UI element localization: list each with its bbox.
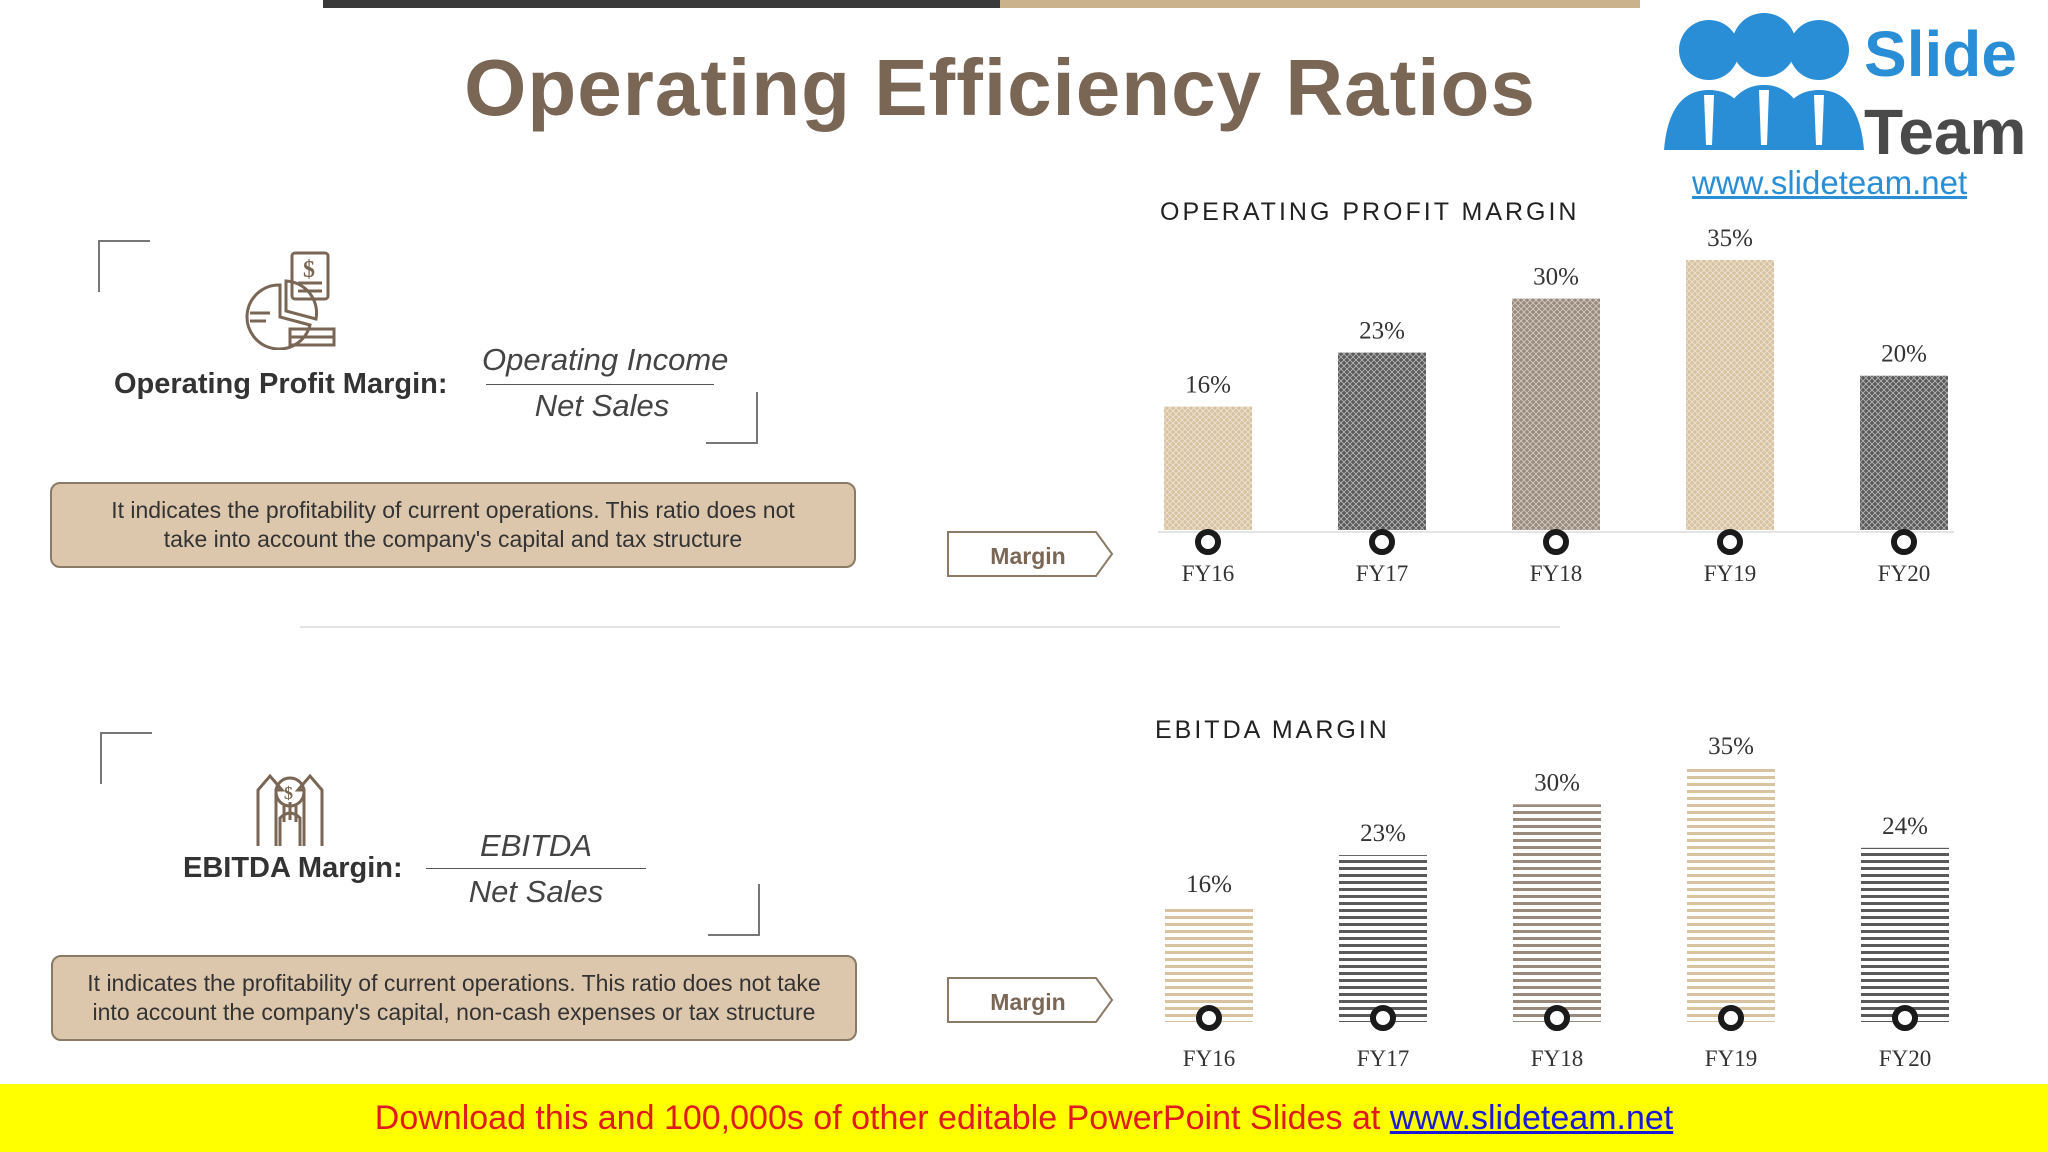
bar-fy20: [1861, 847, 1949, 1022]
bar-fy17: [1338, 352, 1426, 530]
bar-marker-dot: [1369, 529, 1395, 555]
category-label: FY17: [1356, 561, 1408, 586]
description-line: into account the company's capital, non-…: [92, 999, 816, 1025]
net-sales-denominator: Net Sales: [534, 388, 670, 423]
value-label: 30%: [1534, 769, 1580, 796]
corner-bracket-top-left: [98, 240, 150, 292]
section-divider: [300, 626, 1560, 628]
category-label: FY19: [1705, 1046, 1757, 1071]
logo-word-slide: Slide: [1864, 18, 2017, 90]
pie-chart-money-icon: $: [245, 251, 336, 350]
bar-fy17: [1339, 855, 1427, 1022]
operating-income-numerator: Operating Income: [482, 342, 729, 377]
category-label: FY16: [1182, 561, 1234, 586]
bar-fy16: [1164, 406, 1252, 530]
chart-title: EBITDA MARGIN: [1155, 716, 1390, 744]
top-bar-tan: [1000, 0, 1640, 8]
category-label: FY20: [1878, 561, 1930, 586]
margin-tag-arrow: Margin: [947, 977, 1114, 1023]
operating-profit-margin-label: Operating Profit Margin:: [114, 368, 448, 400]
value-label: 16%: [1185, 372, 1231, 399]
bar-marker-dot: [1544, 1005, 1570, 1031]
svg-text:$: $: [303, 257, 315, 283]
ebitda-numerator: EBITDA: [480, 828, 592, 863]
bar-fy18: [1512, 298, 1600, 530]
fraction-line: [426, 868, 646, 869]
corner-bracket-top-left: [100, 732, 152, 784]
corner-bracket-bottom-right: [706, 392, 758, 444]
logo-url-link[interactable]: www.slideteam.net: [1692, 164, 1968, 201]
net-sales-denominator: Net Sales: [468, 874, 604, 909]
category-label: FY20: [1879, 1046, 1931, 1071]
chart-title: OPERATING PROFIT MARGIN: [1160, 198, 1580, 226]
bar-fy20: [1860, 375, 1948, 530]
bar-fy18: [1513, 804, 1601, 1022]
margin-tag-label: Margin: [990, 543, 1065, 569]
logo-word-team: Team: [1864, 96, 2027, 168]
bar-marker-dot: [1892, 1005, 1918, 1031]
page-title: Operating Efficiency Ratios: [464, 43, 1536, 132]
bar-marker-dot: [1718, 1005, 1744, 1031]
value-label: 20%: [1881, 341, 1927, 368]
footer-text: Download this and 100,000s of other edit…: [374, 1099, 1390, 1137]
category-label: FY18: [1531, 1046, 1583, 1071]
bar-fy19: [1686, 260, 1774, 530]
category-label: FY18: [1530, 561, 1582, 586]
bar-marker-dot: [1717, 529, 1743, 555]
category-label: FY19: [1704, 561, 1756, 586]
fraction-line: [486, 384, 714, 385]
value-label: 23%: [1360, 820, 1406, 847]
value-label: 35%: [1708, 733, 1754, 760]
margin-tag-arrow: Margin: [947, 531, 1114, 577]
download-banner: Download this and 100,000s of other edit…: [0, 1084, 2048, 1152]
slideteam-logo: Slide Team www.slideteam.net: [1640, 0, 2048, 201]
value-label: 35%: [1707, 225, 1753, 252]
ebitda-description: It indicates the profitability of curren…: [51, 955, 857, 1041]
value-label: 24%: [1882, 813, 1928, 840]
category-label: FY16: [1183, 1046, 1235, 1071]
bar-marker-dot: [1891, 529, 1917, 555]
margin-tag-label: Margin: [990, 989, 1065, 1015]
bar-marker-dot: [1196, 1005, 1222, 1031]
svg-text:$: $: [284, 783, 293, 803]
bar-marker-dot: [1370, 1005, 1396, 1031]
footer-link[interactable]: www.slideteam.net: [1389, 1099, 1674, 1137]
value-label: 30%: [1533, 264, 1579, 291]
corner-bracket-bottom-right: [708, 884, 760, 936]
description-line: take into account the company's capital …: [163, 526, 743, 552]
bar-fy19: [1687, 768, 1775, 1022]
operating-profit-margin-chart: 16% FY16 23% FY17 30% FY18 35% FY19 20% FY20: [1158, 225, 1954, 586]
bar-marker-dot: [1195, 529, 1221, 555]
ebitda-margin-label: EBITDA Margin:: [183, 852, 403, 884]
hand-coin-growth-icon: $: [256, 773, 324, 846]
top-bar-dark: [323, 0, 1000, 8]
description-line: It indicates the profitability of curren…: [87, 970, 821, 996]
category-label: FY17: [1357, 1046, 1409, 1071]
people-logo-icon: [1664, 13, 1864, 150]
description-line: It indicates the profitability of curren…: [111, 497, 795, 523]
value-label: 16%: [1186, 871, 1232, 898]
operating-profit-description: It indicates the profitability of curren…: [50, 482, 856, 568]
bar-marker-dot: [1543, 529, 1569, 555]
value-label: 23%: [1359, 318, 1405, 345]
bar-fy16: [1165, 905, 1253, 1022]
ebitda-margin-chart: 16% FY16 23% FY17 30% FY18 35% FY19 24% FY20: [1165, 733, 1949, 1071]
